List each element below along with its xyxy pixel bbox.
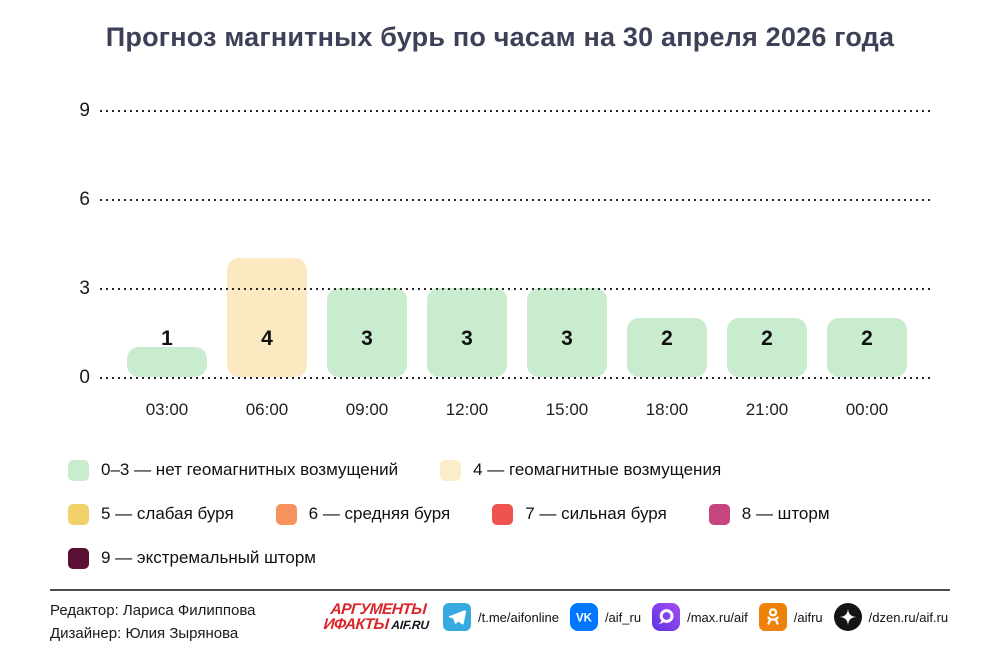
credits-block: Редактор: Лариса Филиппова Дизайнер: Юли… bbox=[50, 599, 255, 645]
aif-logo: АРГУМЕНТЫ ИФАКТЫ AIF.RU bbox=[323, 601, 446, 633]
legend-row-2: 5 — слабая буря 6 — средняя буря 7 — сильн… bbox=[68, 502, 830, 526]
legend-label: 9 — экстремальный шторм bbox=[101, 548, 316, 567]
footer-divider bbox=[50, 589, 950, 591]
gridline-9 bbox=[100, 109, 930, 112]
y-axis-label-6: 6 bbox=[79, 188, 90, 210]
bar-06:00 bbox=[227, 258, 307, 377]
social-handle: /aifru bbox=[793, 609, 823, 625]
legend-label: 7 — сильная буря bbox=[525, 504, 667, 523]
legend-swatch bbox=[68, 547, 89, 569]
designer-credit: Дизайнер: Юлия Зырянова bbox=[50, 625, 239, 642]
svg-text:VK: VK bbox=[576, 612, 593, 624]
legend-item: 4 — геомагнитные возмущения bbox=[440, 459, 722, 481]
legend-swatch bbox=[68, 459, 89, 481]
chart-legend: 0–3 — нет геомагнитных возмущений 4 — гео… bbox=[68, 458, 830, 570]
legend-item: 8 — шторм bbox=[708, 503, 830, 525]
legend-label: 6 — средняя буря bbox=[308, 504, 451, 523]
max-icon bbox=[652, 603, 681, 631]
gridline-6 bbox=[100, 198, 930, 201]
aif-logo-line1: АРГУМЕНТЫ bbox=[329, 601, 427, 618]
gridline-0 bbox=[100, 377, 930, 379]
bar-value-label: 3 bbox=[361, 327, 373, 350]
bar-12:00 bbox=[427, 287, 507, 377]
y-axis-label-9: 9 bbox=[79, 99, 90, 121]
legend-label: 5 — слабая буря bbox=[101, 504, 234, 523]
legend-item: 5 — слабая буря bbox=[68, 503, 234, 525]
legend-swatch bbox=[275, 503, 297, 525]
aif-logo-line2: ИФАКТЫ AIF.RU bbox=[322, 616, 430, 633]
legend-row-3: 9 — экстремальный шторм bbox=[68, 546, 830, 570]
bar-value-label: 4 bbox=[261, 327, 273, 350]
y-axis-label-0: 0 bbox=[79, 367, 90, 388]
legend-label: 4 — геомагнитные возмущения bbox=[473, 460, 722, 479]
legend-item: 0–3 — нет геомагнитных возмущений bbox=[68, 459, 399, 481]
x-axis-label-21:00: 21:00 bbox=[745, 400, 789, 419]
telegram-icon bbox=[443, 603, 471, 631]
legend-swatch bbox=[440, 459, 462, 481]
bar-15:00 bbox=[527, 287, 607, 377]
legend-row-1: 0–3 — нет геомагнитных возмущений 4 — гео… bbox=[68, 458, 830, 482]
legend-item: 7 — сильная буря bbox=[492, 503, 667, 525]
aif-logo-suffix: AIF.RU bbox=[390, 618, 430, 632]
social-link-telegram[interactable]: /t.me/aifonline bbox=[443, 603, 559, 631]
social-handle: /max.ru/aif bbox=[687, 609, 748, 625]
bar-chart: 0 3 6 9 1 03:00 4 06:00 3 09:00 3 12:00 3 15:00 2 18:00… bbox=[79, 99, 930, 419]
legend-label: 8 — шторм bbox=[741, 504, 830, 523]
social-link-dzen[interactable]: /dzen.ru/aif.ru bbox=[833, 603, 949, 631]
bar-value-label: 2 bbox=[661, 327, 673, 350]
social-handle: /t.me/aifonline bbox=[478, 609, 559, 625]
bar-21:00 bbox=[727, 317, 807, 377]
dzen-icon bbox=[833, 603, 862, 631]
bar-18:00 bbox=[627, 317, 707, 377]
legend-swatch bbox=[708, 503, 730, 525]
vk-icon: VK bbox=[569, 603, 598, 631]
bar-value-label: 2 bbox=[861, 327, 873, 350]
x-axis-label-15:00: 15:00 bbox=[545, 400, 589, 419]
legend-swatch bbox=[492, 503, 514, 525]
social-handle: /aif_ru bbox=[604, 609, 642, 625]
x-axis-label-06:00: 06:00 bbox=[245, 400, 289, 419]
bar-value-label: 2 bbox=[761, 327, 773, 350]
x-axis-label-00:00: 00:00 bbox=[845, 400, 889, 419]
bar-09:00 bbox=[327, 287, 407, 377]
bar-value-label: 1 bbox=[161, 327, 173, 350]
bar-00:00 bbox=[827, 317, 907, 377]
y-axis-label-3: 3 bbox=[79, 277, 90, 299]
bar-value-label: 3 bbox=[461, 327, 473, 350]
page-title: Прогноз магнитных бурь по часам на 30 ап… bbox=[105, 22, 895, 52]
legend-label: 0–3 — нет геомагнитных возмущений bbox=[101, 460, 399, 479]
gridline-3 bbox=[100, 287, 930, 290]
legend-swatch bbox=[68, 503, 89, 525]
social-link-vk[interactable]: VK/aif_ru bbox=[569, 603, 642, 631]
social-handle: /dzen.ru/aif.ru bbox=[868, 609, 949, 625]
social-link-max[interactable]: /max.ru/aif bbox=[652, 603, 748, 631]
legend-item: 6 — средняя буря bbox=[275, 503, 451, 525]
bar-value-label: 3 bbox=[561, 327, 573, 350]
editor-credit: Редактор: Лариса Филиппова bbox=[50, 602, 256, 619]
bar-03:00 bbox=[127, 347, 207, 377]
x-axis-label-12:00: 12:00 bbox=[445, 400, 489, 419]
x-axis-label-03:00: 03:00 bbox=[145, 400, 189, 419]
x-axis-label-09:00: 09:00 bbox=[345, 400, 389, 419]
ok-icon bbox=[758, 603, 787, 631]
social-link-ok[interactable]: /aifru bbox=[758, 603, 823, 631]
legend-item: 9 — экстремальный шторм bbox=[68, 547, 316, 569]
social-links: /t.me/aifonline VK/aif_ru /max.ru/aif /a… bbox=[443, 602, 948, 632]
x-axis-label-18:00: 18:00 bbox=[645, 400, 689, 419]
